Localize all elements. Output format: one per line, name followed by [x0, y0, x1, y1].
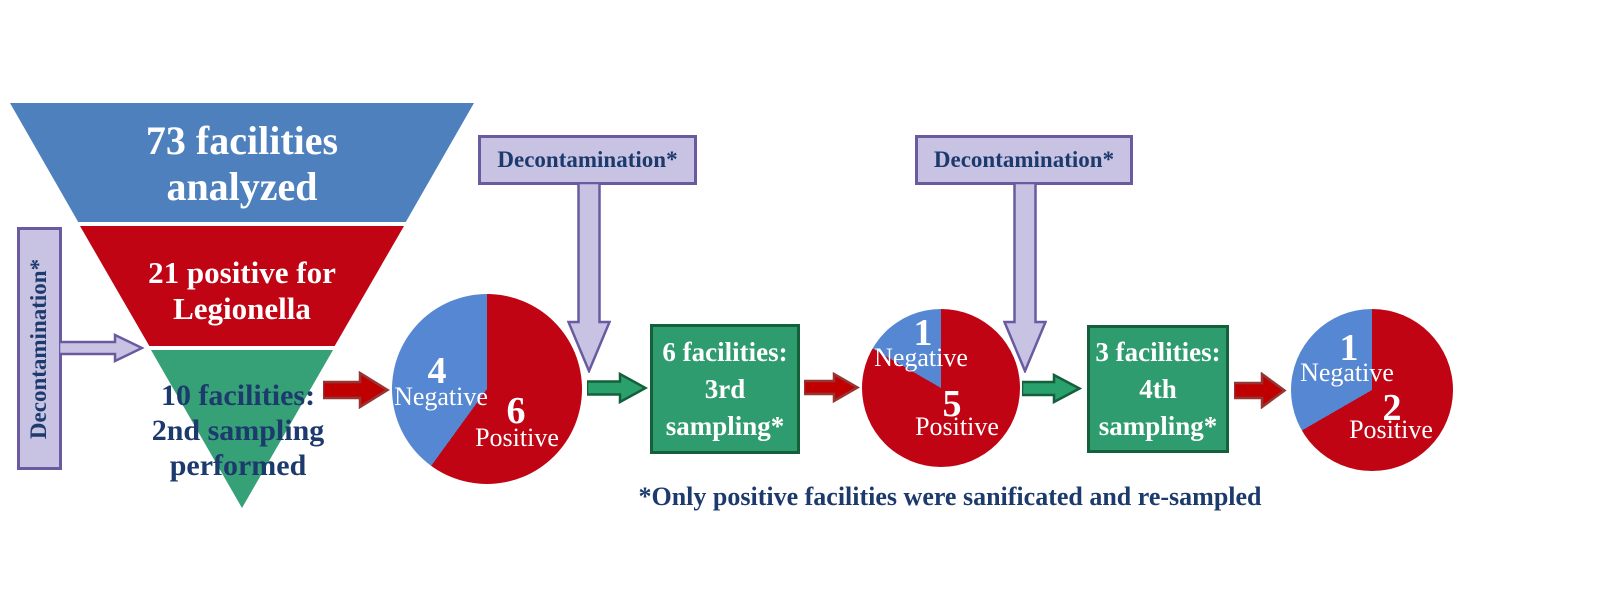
pie1-positive-label: Positive	[475, 423, 559, 452]
funnel-stage3-label: 10 facilities: 2nd sampling performed	[92, 378, 384, 483]
decontamination-box-left-label: Decontamination*	[26, 258, 52, 439]
funnel-stage1-line2: analyzed	[166, 164, 318, 209]
funnel-stage2-label: 21 positive for Legionella	[80, 255, 404, 327]
process-box-3rd-sampling: 6 facilities: 3rd sampling*	[650, 324, 800, 454]
pie1-negative-count: 4	[427, 350, 447, 392]
process-box-2-line3: sampling*	[1098, 410, 1218, 441]
funnel-stage1-line1: 73 facilities	[145, 118, 339, 163]
decontamination-arrow-2-icon	[1003, 183, 1047, 373]
funnel-stage3-line1: 10 facilities:	[160, 379, 316, 412]
pie3-positive-count: 2	[1382, 387, 1402, 429]
pie1-negative-label: Negative	[394, 382, 488, 411]
funnel-stage3-line2: 2nd sampling	[151, 414, 325, 447]
flow-arrow-red-1-icon	[323, 371, 390, 409]
pie2-positive-count: 5	[942, 383, 962, 425]
pie-chart-3	[1291, 309, 1453, 471]
funnel-stage1-label: 73 facilities analyzed	[62, 118, 422, 210]
decontamination-arrow-left-icon	[59, 333, 144, 363]
decontamination-box-2: Decontamination*	[915, 135, 1133, 185]
funnel-stage3-line3: performed	[169, 449, 307, 482]
decontamination-arrow-1-icon	[567, 183, 611, 373]
process-box-2-line2: 4th	[1139, 373, 1177, 404]
process-box-1-line1: 6 facilities:	[662, 336, 788, 367]
funnel-stage-analyzed-shape	[10, 103, 474, 222]
decontamination-box-left: Decontamination*	[17, 227, 62, 470]
process-box-1-line3: sampling*	[665, 410, 785, 441]
pie1-positive-count: 6	[506, 390, 526, 432]
flow-arrow-green-2-icon	[1022, 373, 1082, 404]
flow-arrow-red-2-icon	[804, 372, 860, 403]
pie3-negative-label: Negative	[1300, 358, 1394, 387]
pie2-positive-label: Positive	[915, 412, 999, 441]
footnote: *Only positive facilities were sanificat…	[638, 482, 1262, 511]
decontamination-box-2-label: Decontamination*	[933, 147, 1115, 172]
pie2-negative-count: 1	[913, 312, 933, 354]
flow-arrow-red-3-icon	[1234, 372, 1287, 409]
pie2-negative-label: Negative	[874, 343, 968, 372]
pie-chart-1	[392, 294, 582, 484]
process-box-2-line1: 3 facilities:	[1095, 336, 1221, 367]
pie3-negative-count: 1	[1339, 327, 1359, 369]
process-box-1-line2: 3rd	[704, 373, 746, 404]
flow-arrow-green-1-icon	[587, 372, 648, 404]
pie-chart-2	[862, 309, 1020, 467]
pie3-positive-label: Positive	[1349, 415, 1433, 444]
process-box-4th-sampling: 3 facilities: 4th sampling*	[1087, 325, 1229, 453]
funnel-stage2-line2: Legionella	[173, 291, 311, 326]
decontamination-box-1-label: Decontamination*	[497, 147, 678, 172]
funnel-stage2-line1: 21 positive for	[148, 255, 336, 290]
decontamination-box-1: Decontamination*	[478, 135, 697, 185]
